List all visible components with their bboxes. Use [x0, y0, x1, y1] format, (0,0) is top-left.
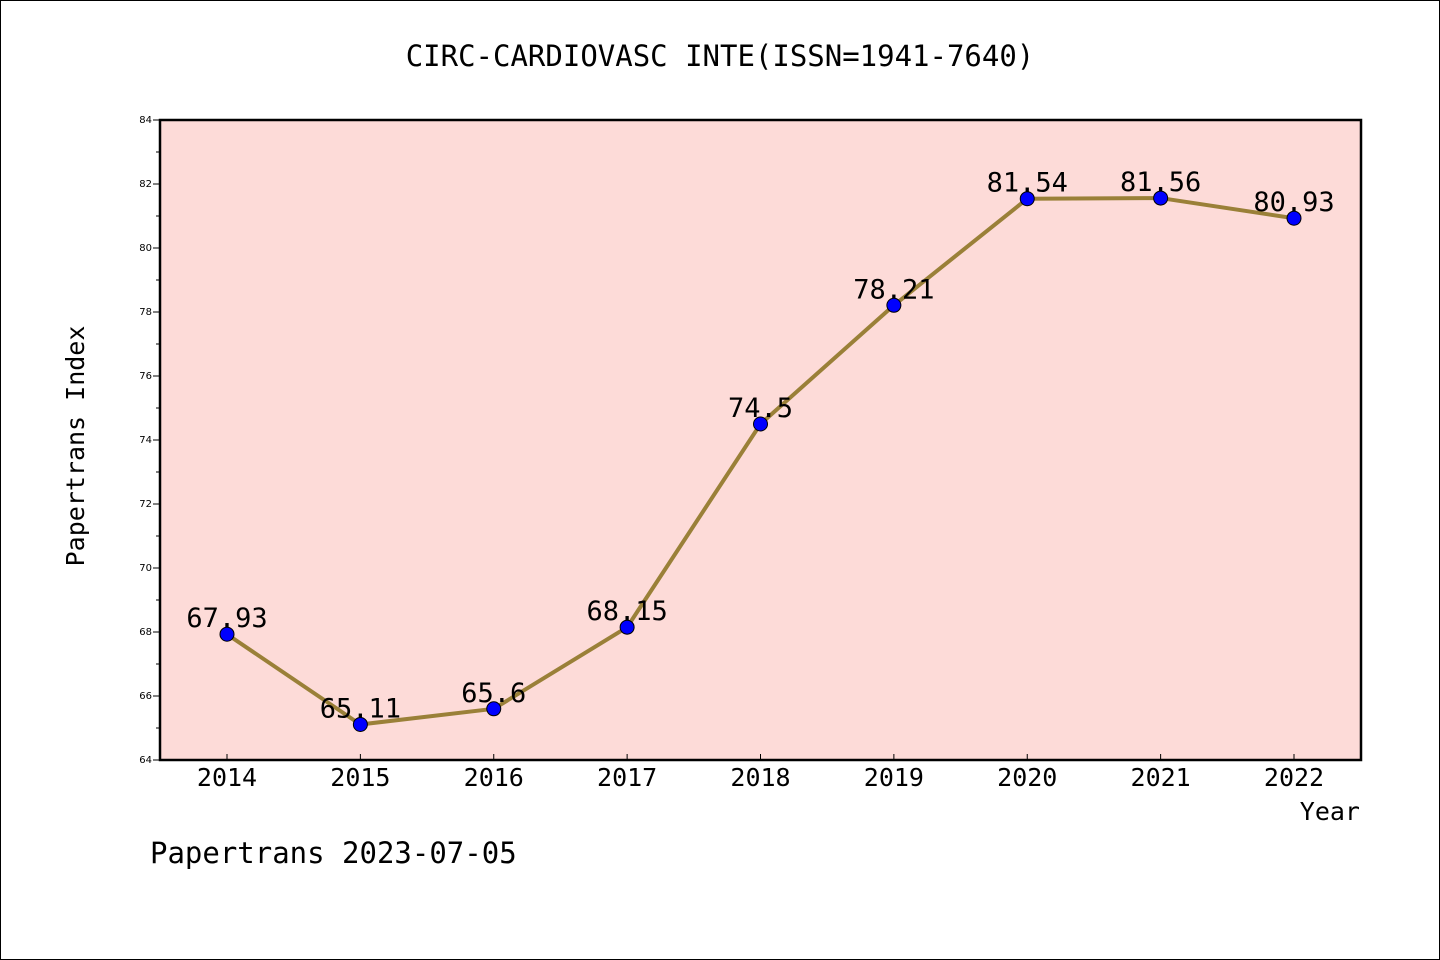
x-tick-label: 2017	[597, 763, 657, 792]
x-tick-label: 2022	[1264, 763, 1324, 792]
data-point-marker	[753, 416, 768, 432]
y-tick-label: 82	[139, 179, 152, 190]
footer-stamp: Papertrans 2023-07-05	[150, 836, 517, 870]
x-tick-label: 2015	[330, 763, 390, 792]
y-tick-label: 76	[139, 371, 152, 382]
data-point-marker	[352, 716, 368, 732]
data-label: 81.56	[1120, 167, 1201, 198]
data-label: 68.15	[586, 596, 667, 627]
data-label: 80.93	[1253, 187, 1334, 218]
y-axis-label: Papertrans Index	[61, 326, 90, 567]
data-label: 81.54	[987, 168, 1068, 199]
x-tick-label: 2018	[730, 763, 790, 792]
y-tick-label: 72	[139, 499, 152, 510]
data-point-marker	[1153, 190, 1169, 206]
y-tick-label: 64	[139, 755, 152, 766]
x-tick-label: 2021	[1131, 763, 1191, 792]
data-point-marker	[886, 297, 902, 313]
data-label: 67.93	[186, 603, 267, 634]
data-point-marker	[486, 701, 502, 717]
data-label: 65.11	[320, 693, 401, 724]
y-tick-label: 68	[139, 627, 152, 638]
x-axis-label: Year	[1300, 797, 1360, 826]
y-tick-label: 78	[139, 307, 152, 318]
plot-area	[160, 120, 1361, 760]
y-tick-label: 80	[139, 243, 152, 254]
data-point-marker	[1286, 210, 1302, 226]
data-label: 78.21	[853, 274, 934, 305]
data-point-marker	[1019, 191, 1035, 207]
axis-ticks: 64 66 68 70 72 74 76 78 80 82 84 2014 2015 2016 2017 20…	[139, 115, 1324, 792]
y-tick-label: 74	[139, 435, 152, 446]
plot-border	[158, 118, 1363, 762]
x-tick-label: 2019	[864, 763, 924, 792]
data-point-marker	[219, 626, 235, 642]
data-label: 65.6	[461, 678, 526, 709]
data-label: 74.5	[728, 393, 793, 424]
y-tick-label: 70	[139, 563, 152, 574]
data-labels: 67.93 65.11 65.6 68.15 74.5 78.21 81.54 81.56 80…	[186, 167, 1334, 724]
data-point-marker	[619, 619, 635, 635]
series-markers	[219, 190, 1302, 732]
x-tick-label: 2014	[197, 763, 257, 792]
y-tick-label: 84	[139, 115, 152, 126]
chart-title: CIRC-CARDIOVASC INTE(ISSN=1941-7640)	[406, 39, 1035, 73]
x-tick-label: 2016	[464, 763, 524, 792]
y-tick-label: 66	[139, 691, 152, 702]
x-tick-label: 2020	[997, 763, 1057, 792]
